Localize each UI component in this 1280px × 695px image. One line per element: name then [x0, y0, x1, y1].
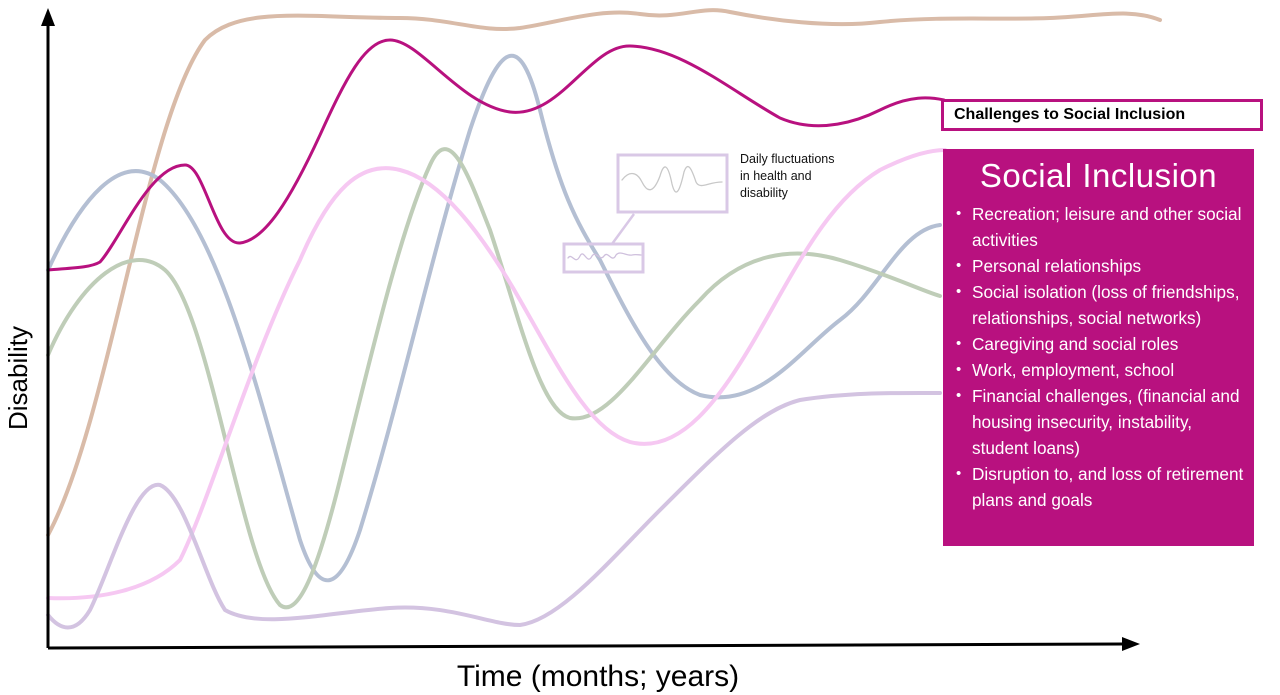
callout-line-2: in health and	[740, 169, 812, 183]
list-item: Financial challenges, (financial and hou…	[953, 383, 1244, 461]
x-axis	[47, 642, 1125, 650]
y-axis-label: Disability	[3, 326, 33, 430]
list-item: Caregiving and social roles	[953, 331, 1244, 357]
x-axis-label: Time (months; years)	[457, 660, 739, 693]
callout-connector	[610, 213, 636, 245]
list-item: Disruption to, and loss of retirement pl…	[953, 461, 1244, 513]
callout-small-squiggle	[567, 252, 642, 261]
fluctuation-callout: Daily fluctuations in health and disabil…	[562, 152, 835, 274]
trajectory-lavender	[46, 390, 942, 630]
x-axis-arrow	[1122, 637, 1140, 651]
trajectory-pink	[46, 148, 947, 601]
y-axis-arrow	[41, 8, 55, 26]
trajectory-blue	[46, 53, 942, 583]
social-inclusion-list: Recreation; leisure and other social act…	[953, 201, 1244, 513]
trajectory-challenges	[46, 38, 946, 272]
trajectory-green	[46, 147, 942, 610]
callout-large-squiggle	[621, 166, 723, 193]
social-inclusion-panel: Social Inclusion Recreation; leisure and…	[943, 149, 1254, 546]
list-item: Work, employment, school	[953, 357, 1244, 383]
challenges-label: Challenges to Social Inclusion	[954, 106, 1186, 123]
callout-large-frame	[616, 153, 729, 214]
callout-line-3: disability	[740, 186, 789, 200]
trajectory-tan	[46, 8, 1162, 537]
callout-line-1: Daily fluctuations	[740, 152, 835, 166]
social-inclusion-title: Social Inclusion	[979, 157, 1218, 194]
challenges-label-box: Challenges to Social Inclusion	[941, 99, 1263, 131]
list-item: Social isolation (loss of friendships, r…	[953, 279, 1244, 331]
callout-small-frame	[562, 242, 645, 274]
list-item: Recreation; leisure and other social act…	[953, 201, 1244, 253]
list-item: Personal relationships	[953, 253, 1244, 279]
